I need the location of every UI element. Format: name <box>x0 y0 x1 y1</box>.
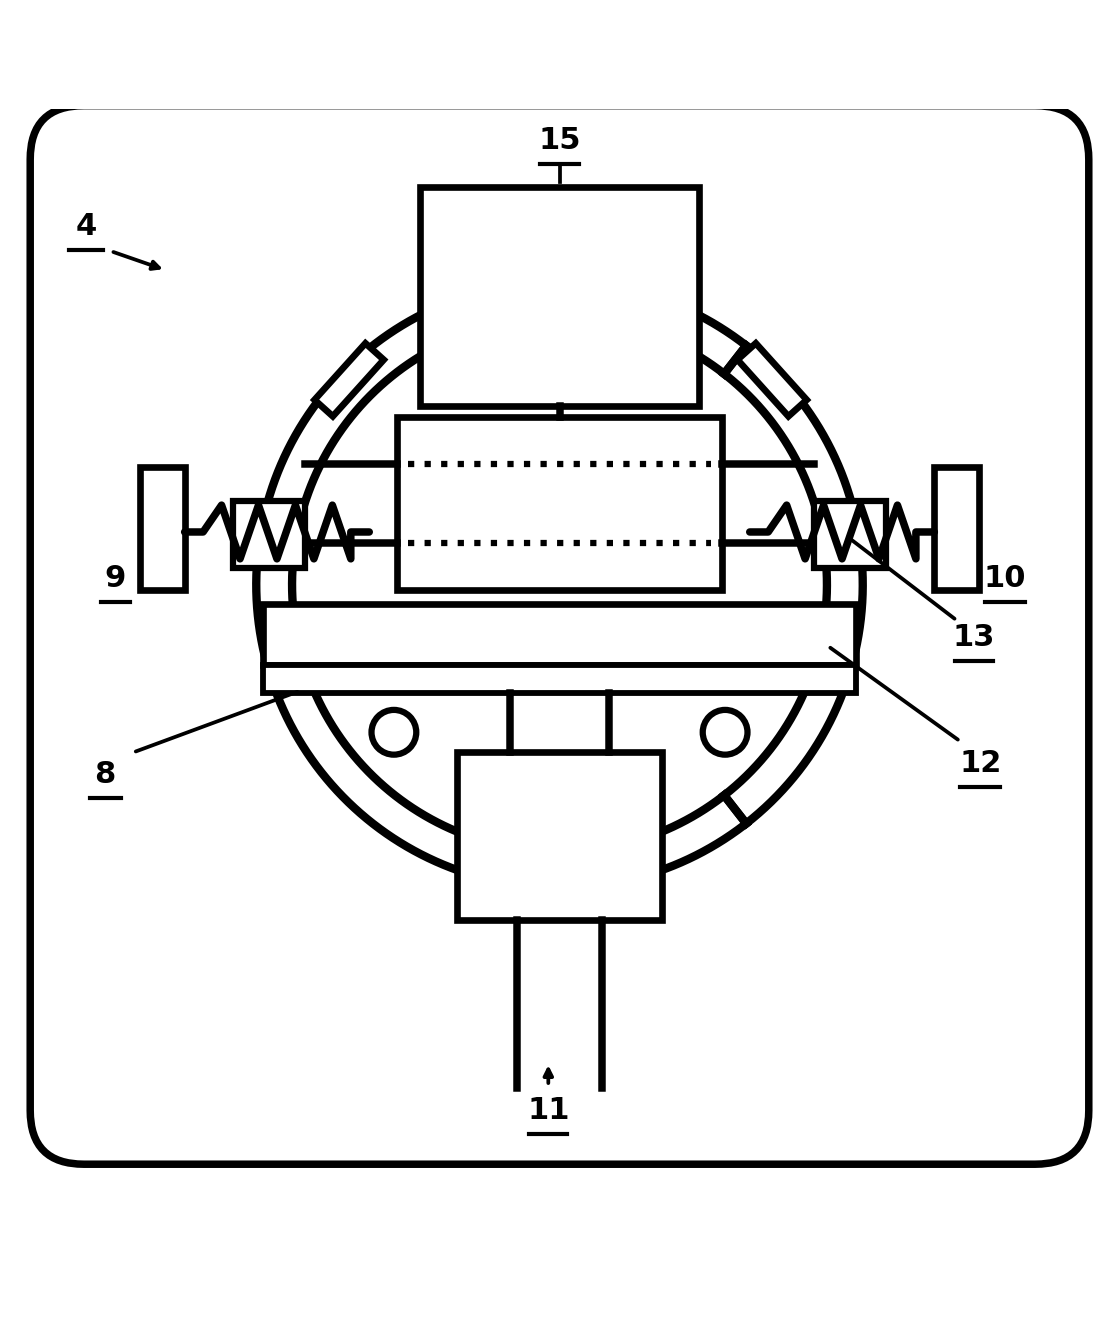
Text: 15: 15 <box>538 126 581 155</box>
Polygon shape <box>737 344 807 416</box>
Text: 4: 4 <box>76 213 96 241</box>
Bar <box>934 467 979 590</box>
Bar <box>233 500 305 568</box>
Bar <box>263 603 856 664</box>
Circle shape <box>703 710 747 754</box>
Bar <box>457 753 662 920</box>
Text: 10: 10 <box>984 564 1026 594</box>
Text: 9: 9 <box>104 564 126 594</box>
Polygon shape <box>314 344 384 416</box>
Text: 12: 12 <box>959 749 1002 778</box>
Text: 8: 8 <box>95 761 115 789</box>
Circle shape <box>372 710 416 754</box>
Bar <box>420 187 699 405</box>
Bar <box>814 500 886 568</box>
Bar <box>263 664 856 693</box>
FancyBboxPatch shape <box>30 106 1089 1165</box>
Bar <box>397 417 722 590</box>
Text: 13: 13 <box>952 623 995 651</box>
Bar <box>140 467 185 590</box>
Text: 11: 11 <box>527 1096 570 1124</box>
